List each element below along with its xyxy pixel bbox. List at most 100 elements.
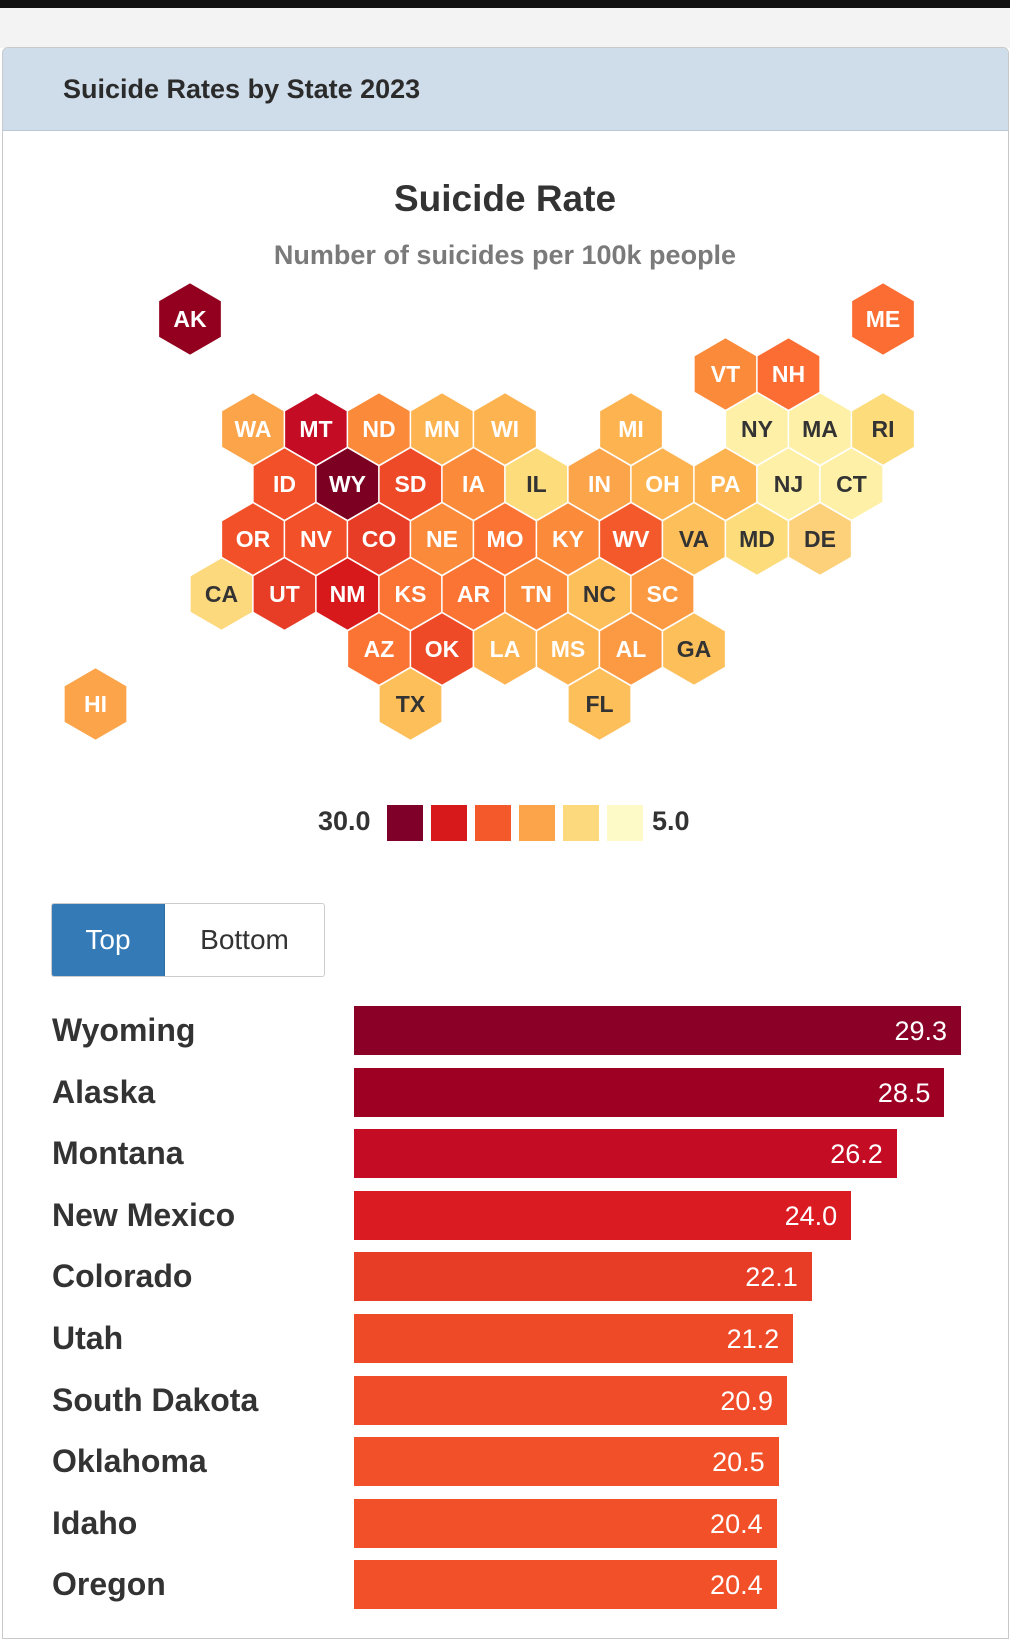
hex-label: NJ <box>774 471 803 497</box>
hex-label: IN <box>588 471 611 497</box>
hex-label: CT <box>836 471 867 497</box>
hex-label: WV <box>612 526 650 552</box>
hex-label: IL <box>526 471 546 497</box>
hex-shape <box>157 281 223 357</box>
hex-label: IA <box>462 471 485 497</box>
hex-label: MT <box>299 416 332 442</box>
hex-tile-co[interactable]: CO <box>346 501 412 577</box>
card-header: Suicide Rates by State 2023 <box>3 48 1008 131</box>
hex-label: OH <box>645 471 680 497</box>
hex-tile-oh[interactable]: OH <box>630 446 695 522</box>
hex-label: UT <box>269 581 300 607</box>
hex-label: ME <box>866 306 901 332</box>
hex-label: MA <box>802 416 838 442</box>
hex-tile-map: AK ME VT NH WA MT ND MN WI MI NY MA RI ID WY SD IA IL IN OH… <box>63 281 916 742</box>
hex-tile-or[interactable]: OR <box>220 501 286 577</box>
hex-label: HI <box>84 691 107 717</box>
hex-label: TX <box>396 691 426 717</box>
hex-label: NV <box>300 526 333 552</box>
hex-shape <box>378 666 443 742</box>
hex-label: SC <box>647 581 679 607</box>
hex-shape <box>850 281 916 357</box>
hex-label: CA <box>205 581 238 607</box>
hex-tile-de[interactable]: DE <box>787 501 853 577</box>
hex-label: MN <box>424 416 460 442</box>
hex-tile-ar[interactable]: AR <box>441 556 506 632</box>
hex-shape <box>567 666 632 742</box>
hex-shape <box>787 501 853 577</box>
map-subtitle: Number of suicides per 100k people <box>273 240 737 270</box>
hex-shape <box>661 611 727 687</box>
hex-label: OK <box>425 636 460 662</box>
hex-tile-tx[interactable]: TX <box>378 666 443 742</box>
legend-swatch <box>431 805 467 841</box>
legend-swatch <box>475 805 511 841</box>
hex-label: RI <box>872 416 895 442</box>
legend-min-label: 5.0 <box>652 806 690 836</box>
hex-tile-fl[interactable]: FL <box>567 666 632 742</box>
hex-label: VT <box>711 361 740 387</box>
hex-shape <box>63 666 128 742</box>
hex-label: WA <box>234 416 271 442</box>
hex-tile-hi[interactable]: HI <box>63 666 128 742</box>
hex-label: AR <box>457 581 491 607</box>
hex-label: WY <box>329 471 366 497</box>
map-title: Suicide Rate <box>393 178 617 219</box>
hex-tile-ks[interactable]: KS <box>378 556 443 632</box>
hex-label: NH <box>772 361 805 387</box>
hex-label: MS <box>551 636 586 662</box>
hex-tile-ca[interactable]: CA <box>189 556 254 632</box>
hex-label: SD <box>395 471 427 497</box>
hex-label: LA <box>490 636 521 662</box>
hex-label: MI <box>618 416 644 442</box>
hex-tile-ok[interactable]: OK <box>409 611 475 687</box>
hex-tile-me[interactable]: ME <box>850 281 916 357</box>
hex-label: KY <box>552 526 584 552</box>
tab-bottom[interactable]: Bottom <box>165 904 324 976</box>
legend-swatch <box>519 805 555 841</box>
hex-tile-nh[interactable]: NH <box>756 336 821 412</box>
hex-label: AK <box>173 306 207 332</box>
hex-label: AL <box>616 636 647 662</box>
hex-tile-ms[interactable]: MS <box>535 611 601 687</box>
hex-label: NM <box>330 581 366 607</box>
hex-tile-mi[interactable]: MI <box>598 391 664 467</box>
legend-swatch <box>563 805 599 841</box>
hex-label: KS <box>395 581 427 607</box>
hex-label: CO <box>362 526 397 552</box>
hex-label: PA <box>710 471 740 497</box>
card-title: Suicide Rates by State 2023 <box>63 74 421 104</box>
hex-tile-al[interactable]: AL <box>598 611 664 687</box>
hex-label: DE <box>804 526 836 552</box>
hex-label: MD <box>739 526 775 552</box>
hex-label: AZ <box>364 636 395 662</box>
hex-label: NY <box>741 416 773 442</box>
tab-top[interactable]: Top <box>52 904 165 976</box>
page-background <box>0 8 1010 48</box>
hex-label: FL <box>585 691 613 717</box>
hex-tile-ri[interactable]: RI <box>850 391 916 467</box>
hex-tile-ma[interactable]: MA <box>787 391 853 467</box>
legend-swatch <box>607 805 643 841</box>
hex-label: GA <box>677 636 712 662</box>
hex-label: OR <box>236 526 271 552</box>
hex-label: VA <box>679 526 709 552</box>
hex-label: MO <box>486 526 523 552</box>
legend-max-label: 30.0 <box>318 806 371 836</box>
hex-tile-nc[interactable]: NC <box>567 556 632 632</box>
hex-label: NE <box>426 526 458 552</box>
ranking-tabs: Top Bottom <box>51 903 325 977</box>
hex-tile-ga[interactable]: GA <box>661 611 727 687</box>
system-status-strip <box>0 0 1010 8</box>
hex-label: NC <box>583 581 616 607</box>
hex-label: ID <box>273 471 296 497</box>
hex-tile-ak[interactable]: AK <box>157 281 223 357</box>
hex-tile-sc[interactable]: SC <box>630 556 695 632</box>
hex-tile-mn[interactable]: MN <box>409 391 475 467</box>
hex-tile-ct[interactable]: CT <box>819 446 884 522</box>
hex-tile-nv[interactable]: NV <box>283 501 349 577</box>
hex-label: ND <box>362 416 395 442</box>
hex-tile-va[interactable]: VA <box>661 501 727 577</box>
hex-label: WI <box>491 416 519 442</box>
legend-swatch <box>387 805 423 841</box>
